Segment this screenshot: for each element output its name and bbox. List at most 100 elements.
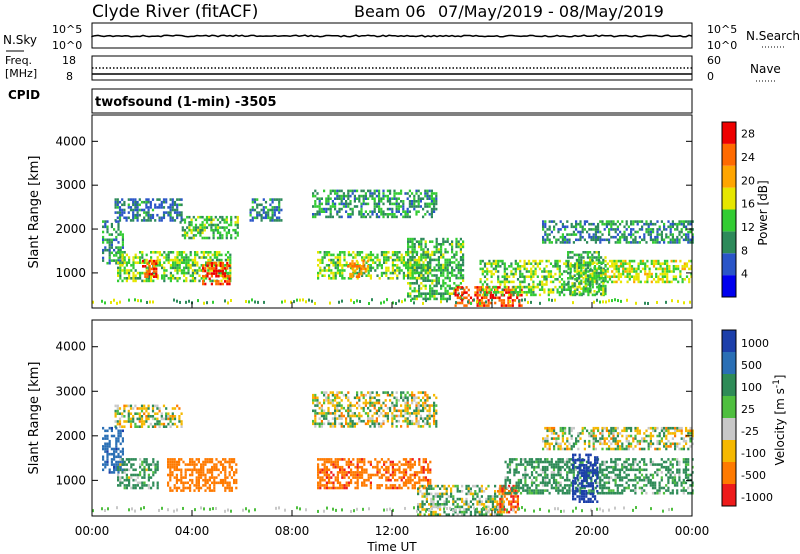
echo-cell <box>117 460 120 464</box>
echo-cell <box>136 271 139 275</box>
echo-cell <box>336 417 339 420</box>
echo-cell <box>264 216 268 220</box>
echo-cell <box>469 500 472 503</box>
echo-cell <box>175 463 178 466</box>
echo-cell <box>119 432 122 435</box>
echo-cell <box>591 269 594 272</box>
echo-cell <box>178 277 181 280</box>
echo-cell <box>183 266 186 270</box>
echo-cell <box>567 253 570 257</box>
echo-cell <box>110 463 113 466</box>
echo-cell <box>682 233 685 236</box>
echo-cell <box>273 211 276 214</box>
echo-cell <box>672 267 675 271</box>
echo-cell <box>406 412 409 415</box>
echo-cell <box>442 269 445 272</box>
echo-cell <box>679 272 682 276</box>
echo-cell <box>356 271 359 275</box>
echo-cell <box>567 288 570 291</box>
echo-cell <box>428 487 431 490</box>
echo-cell <box>369 484 372 487</box>
echo-cell <box>356 478 359 482</box>
echo-cell <box>145 279 148 283</box>
echo-cell <box>462 245 465 249</box>
echo-cell <box>598 283 601 286</box>
echo-cell <box>423 484 426 488</box>
echo-cell <box>132 415 135 418</box>
echo-cell <box>271 216 274 220</box>
echo-cell <box>455 266 458 269</box>
echo-cell <box>532 280 535 284</box>
echo-cell <box>446 274 449 277</box>
echo-cell <box>435 207 438 211</box>
echo-cell <box>500 299 503 302</box>
echo-cell <box>216 256 219 259</box>
echo-cell <box>119 458 122 461</box>
echo-cell <box>597 228 600 231</box>
echo-cell <box>402 409 405 413</box>
echo-cell <box>417 404 420 407</box>
echo-cell <box>678 230 681 234</box>
echo-cell <box>233 471 236 474</box>
echo-cell <box>378 258 381 262</box>
echo-cell <box>334 465 337 469</box>
echo-cell <box>416 471 419 474</box>
echo-cell <box>660 235 663 239</box>
echo-cell <box>189 279 192 283</box>
echo-cell <box>116 206 119 209</box>
echo-cell <box>184 486 187 490</box>
echo-cell <box>375 409 378 413</box>
echo-cell <box>194 256 197 259</box>
ytick-label: 2000 <box>55 222 86 236</box>
echo-cell <box>197 473 200 477</box>
echo-cell <box>580 282 583 285</box>
echo-cell <box>435 245 438 249</box>
echo-cell <box>228 489 231 492</box>
echo-cell <box>424 213 427 216</box>
echo-cell <box>178 203 181 207</box>
echo-cell <box>151 417 155 421</box>
echo-cell <box>597 238 600 242</box>
echo-cell <box>185 264 188 267</box>
echo-cell <box>318 210 321 213</box>
echo-cell <box>486 270 489 273</box>
echo-cell <box>450 490 453 493</box>
echo-cell <box>413 237 416 241</box>
echo-cell <box>570 233 573 236</box>
echo-cell <box>174 269 177 272</box>
echo-cell <box>492 259 495 263</box>
echo-cell <box>406 192 409 195</box>
echo-cell <box>505 278 509 281</box>
echo-cell <box>147 465 150 469</box>
echo-cell <box>260 213 263 217</box>
echo-cell <box>206 272 209 275</box>
echo-cell <box>364 412 367 415</box>
echo-cell <box>331 425 334 428</box>
echo-cell <box>207 253 210 257</box>
echo-cell <box>429 295 432 298</box>
echo-cell <box>440 263 443 267</box>
echo-cell <box>205 221 209 224</box>
echo-cell <box>434 503 437 506</box>
echo-cell <box>400 256 403 259</box>
echo-cell <box>329 425 332 428</box>
echo-cell <box>355 275 358 278</box>
echo-cell <box>251 208 254 212</box>
echo-cell <box>200 251 203 254</box>
echo-cell <box>117 279 120 283</box>
echo-cell <box>413 473 416 477</box>
echo-cell <box>156 465 159 469</box>
echo-cell <box>429 468 432 472</box>
echo-cell <box>227 258 230 262</box>
echo-cell <box>201 215 204 219</box>
echo-cell <box>210 282 213 286</box>
echo-cell <box>374 261 377 264</box>
echo-cell <box>110 434 113 438</box>
echo-cell <box>223 221 226 224</box>
echo-cell <box>405 484 408 487</box>
echo-cell <box>171 198 174 201</box>
echo-cell <box>195 471 198 474</box>
echo-cell <box>599 300 601 304</box>
echo-cell <box>171 460 174 464</box>
echo-cell <box>428 422 431 426</box>
